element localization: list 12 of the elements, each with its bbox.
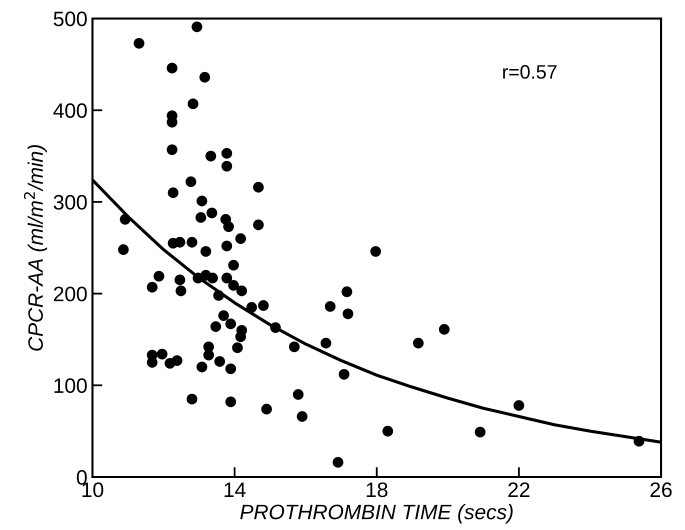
y-axis-title: CPCR-AA (ml/m$^{2}$/min) <box>24 145 48 351</box>
x-tick-label: 26 <box>650 482 672 498</box>
y-tick-label: 200 <box>54 286 87 302</box>
x-tick-label: 22 <box>508 482 530 497</box>
annotation: r=0.57 <box>503 65 557 79</box>
y-tick-label: 500 <box>54 12 87 26</box>
y-tick-label: 300 <box>54 194 87 210</box>
x-tick-label: 14 <box>224 482 246 497</box>
y-tick-label: 100 <box>54 378 87 394</box>
x-tick-label: 18 <box>366 482 388 498</box>
x-axis-title: PROTHROMBIN TIME (secs) <box>240 504 513 524</box>
y-tick-label: 400 <box>53 103 87 118</box>
